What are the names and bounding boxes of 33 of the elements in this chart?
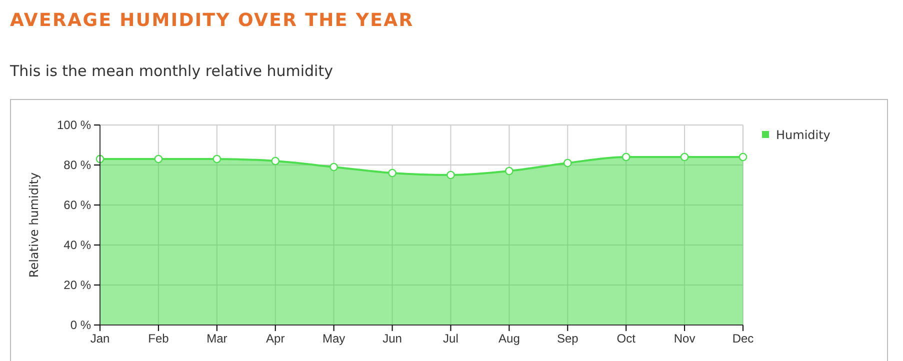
point [680, 152, 689, 162]
x-tick-label: Jun [382, 332, 402, 346]
x-tick-label: Feb [148, 332, 170, 346]
point [563, 158, 572, 168]
x-tick-label: Sep [556, 332, 579, 346]
x-tick-label: Dec [732, 332, 754, 346]
x-tick-label: Nov [674, 332, 696, 346]
x-tick-label: Mar [206, 332, 228, 346]
point [388, 168, 396, 178]
y-tick-label: 100 % [56, 118, 92, 132]
point [505, 166, 514, 176]
x-tick-label: May [322, 332, 346, 346]
y-tick-label: 80 % [64, 158, 92, 172]
x-tick-label: Apr [266, 332, 285, 346]
chart-title: AVERAGE HUMIDITY OVER THE YEAR [10, 10, 414, 31]
point [330, 162, 338, 172]
y-tick-label: 40 % [64, 238, 92, 252]
point [738, 152, 748, 162]
legend-label: Humidity [776, 128, 830, 142]
point [446, 170, 455, 180]
point [154, 154, 163, 164]
chart-subtitle: This is the mean monthly relative humidity [9, 62, 334, 80]
x-tick-label: Aug [498, 332, 520, 346]
y-axis-title: Relative humidity [27, 172, 41, 278]
x-tick-label: Oct [616, 332, 636, 346]
y-tick-label: 60 % [64, 198, 92, 212]
y-tick-label: 0 % [70, 318, 92, 332]
y-tick-label: 20 % [64, 278, 92, 292]
x-tick-label: Jul [443, 332, 458, 346]
point [271, 156, 280, 166]
x-tick-label: Jan [90, 332, 110, 346]
point [622, 152, 630, 162]
point [212, 154, 222, 164]
